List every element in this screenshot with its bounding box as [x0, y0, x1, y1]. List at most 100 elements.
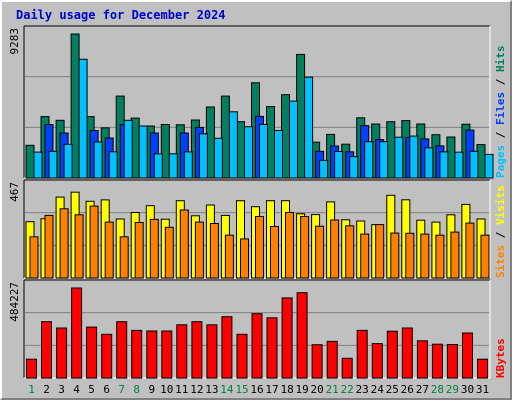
legend-separator: /: [494, 125, 507, 145]
x-tick-label: 27: [416, 383, 429, 396]
bar-kbytes-day-20: [311, 344, 323, 379]
bar-sites-day-2: [44, 214, 54, 279]
x-tick-label: 17: [265, 383, 278, 396]
bar-kbytes-day-15: [236, 333, 248, 379]
bar-kbytes-day-4: [71, 287, 83, 379]
bar-pages-day-25: [394, 136, 404, 179]
x-tick-label: 20: [310, 383, 323, 396]
bar-pages-day-27: [424, 147, 434, 179]
bar-kbytes-day-5: [86, 326, 98, 379]
panel-bottom-legend-label: KBytes: [494, 338, 507, 378]
bar-kbytes-day-31: [477, 358, 488, 379]
bar-sites-day-27: [420, 233, 430, 279]
bar-pages-day-2: [48, 150, 58, 179]
x-tick-label: 28: [431, 383, 444, 396]
x-tick-label: 26: [401, 383, 414, 396]
bar-sites-day-15: [240, 238, 249, 279]
bar-hits-day-10: [160, 124, 170, 179]
bar-hits-day-1: [25, 144, 35, 179]
bar-sites-day-26: [405, 232, 415, 279]
bar-pages-day-24: [379, 141, 389, 179]
bar-kbytes-day-9: [146, 330, 158, 379]
x-tick-label: 1: [28, 383, 35, 396]
bar-pages-day-5: [93, 141, 103, 179]
bar-sites-day-20: [315, 225, 325, 279]
panel-top-legend-label: Pages / Files / Hits: [494, 46, 507, 179]
x-tick-label: 6: [103, 383, 110, 396]
bar-sites-day-18: [285, 212, 294, 279]
panel-middle-ymax-label: 467: [8, 182, 21, 202]
bar-kbytes-day-2: [41, 321, 52, 379]
legend-sites: Sites: [494, 245, 507, 278]
bar-sites-day-31: [480, 234, 490, 279]
bar-pages-day-15: [244, 126, 253, 179]
bar-sites-day-21: [330, 219, 340, 279]
legend-kbytes: KBytes: [494, 338, 507, 378]
bar-sites-day-10: [164, 226, 174, 279]
legend-hits: Hits: [494, 46, 507, 73]
legend-visits: Visits: [494, 185, 507, 225]
bar-pages-day-30: [469, 150, 479, 179]
bar-sites-day-5: [89, 205, 99, 279]
x-tick-label: 7: [118, 383, 125, 396]
x-tick-label: 19: [295, 383, 308, 396]
bar-kbytes-day-26: [401, 327, 413, 379]
bar-kbytes-day-21: [326, 340, 338, 379]
x-tick-label: 4: [73, 383, 80, 396]
bar-pages-day-18: [289, 100, 298, 179]
bar-sites-day-29: [450, 231, 460, 279]
bar-pages-day-10: [168, 153, 178, 179]
bar-sites-day-23: [360, 233, 370, 279]
bar-kbytes-day-24: [371, 343, 383, 379]
x-tick-label: 29: [446, 383, 459, 396]
bar-pages-day-19: [304, 76, 314, 179]
bar-kbytes-day-23: [356, 329, 368, 379]
bar-sites-day-6: [104, 221, 114, 279]
bar-kbytes-day-19: [296, 292, 308, 379]
x-tick-label: 9: [148, 383, 155, 396]
bar-pages-day-16: [259, 124, 268, 179]
x-tick-label: 18: [280, 383, 293, 396]
x-tick-label: 2: [43, 383, 50, 396]
bar-pages-day-21: [334, 151, 344, 179]
bar-kbytes-day-18: [281, 297, 293, 379]
x-tick-label: 12: [190, 383, 203, 396]
bar-pages-day-23: [364, 141, 374, 179]
bar-pages-day-13: [213, 137, 223, 179]
x-tick-label: 23: [356, 383, 369, 396]
bar-pages-day-29: [454, 151, 464, 179]
bar-pages-day-31: [484, 153, 494, 179]
bar-kbytes-day-6: [101, 333, 113, 379]
bar-kbytes-day-11: [176, 324, 188, 379]
bar-pages-day-8: [138, 125, 148, 179]
bar-pages-day-17: [274, 130, 283, 179]
x-tick-label: 13: [205, 383, 218, 396]
bar-pages-day-1: [33, 151, 43, 179]
bar-pages-day-3: [63, 143, 73, 179]
bar-sites-day-7: [119, 236, 129, 279]
panel-middle-legend-label: Sites / Visits: [494, 185, 507, 278]
x-tick-label: 3: [58, 383, 65, 396]
bar-pages-day-9: [153, 153, 163, 179]
bar-sites-day-25: [390, 232, 400, 279]
bar-kbytes-day-22: [341, 357, 353, 379]
bar-pages-day-28: [439, 151, 449, 179]
panel-bottom-ymax-label: 484227: [8, 282, 21, 322]
panel-top-ymax-label: 9283: [8, 28, 21, 55]
bar-sites-day-3: [59, 208, 69, 279]
bar-sites-day-22: [345, 225, 355, 279]
bar-kbytes-day-30: [462, 332, 473, 379]
bar-kbytes-day-12: [191, 321, 203, 379]
bar-sites-day-4: [74, 214, 84, 279]
bar-kbytes-day-27: [416, 340, 428, 379]
chart-title: Daily usage for December 2024: [16, 8, 226, 22]
bar-kbytes-day-17: [266, 317, 278, 379]
x-tick-label: 10: [160, 383, 173, 396]
bar-pages-day-7: [123, 119, 133, 179]
x-tick-label: 31: [476, 383, 489, 396]
bar-kbytes-day-13: [206, 324, 218, 379]
legend-separator: /: [494, 72, 507, 92]
legend-separator: /: [494, 225, 507, 245]
x-tick-label: 15: [235, 383, 248, 396]
